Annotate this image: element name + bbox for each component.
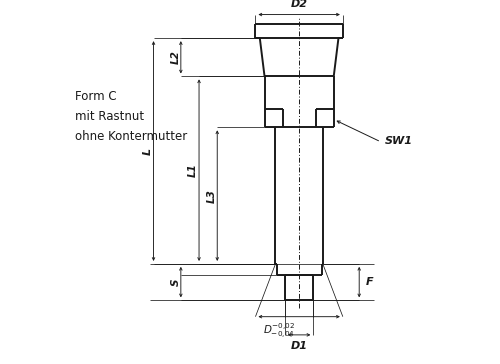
Text: S: S xyxy=(170,278,180,286)
Text: SW1: SW1 xyxy=(384,136,412,146)
Text: D1: D1 xyxy=(290,341,308,351)
Text: L1: L1 xyxy=(188,163,198,177)
Text: D2: D2 xyxy=(290,0,308,9)
Text: $D^{-0{,}02}_{-0{,}04}$: $D^{-0{,}02}_{-0{,}04}$ xyxy=(263,321,295,340)
Text: L2: L2 xyxy=(170,51,180,64)
Text: L3: L3 xyxy=(206,189,216,203)
Text: F: F xyxy=(366,277,374,287)
Text: Form C
mit Rastnut
ohne Kontermutter: Form C mit Rastnut ohne Kontermutter xyxy=(76,90,188,143)
Text: L: L xyxy=(142,147,152,155)
